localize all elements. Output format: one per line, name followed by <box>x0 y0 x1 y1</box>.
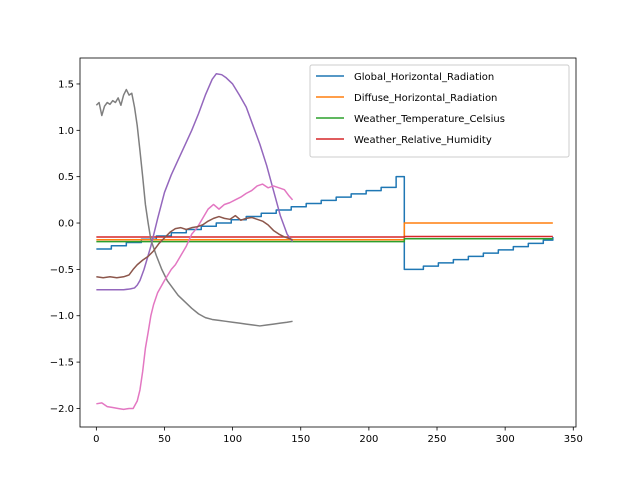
x-tick-label: 350 <box>564 434 583 445</box>
y-tick-label: −0.5 <box>50 265 74 276</box>
legend-label: Weather_Relative_Humidity <box>354 135 492 146</box>
x-tick-label: 250 <box>427 434 446 445</box>
series-line-7 <box>96 214 293 279</box>
x-tick-label: 200 <box>359 434 378 445</box>
x-tick-label: 150 <box>291 434 310 445</box>
y-tick-label: 1.0 <box>58 126 74 137</box>
plot-frame <box>79 57 577 428</box>
x-tick-label: 100 <box>223 434 242 445</box>
x-tick-label: 300 <box>496 434 515 445</box>
y-tick-label: −1.5 <box>50 358 74 369</box>
y-tick-label: −2.0 <box>50 404 74 415</box>
x-axis: 0 50 100 150 200 250 300 350 <box>93 427 583 445</box>
series-line-5 <box>95 88 293 327</box>
series-line-0 <box>96 175 554 271</box>
y-tick-label: 1.5 <box>58 79 74 90</box>
series-line-4 <box>96 73 294 291</box>
legend: Global_Horizontal_Radiation Diffuse_Horiz… <box>309 64 570 158</box>
y-tick-label: −1.0 <box>50 311 74 322</box>
legend-label: Diffuse_Horizontal_Radiation <box>354 93 497 104</box>
legend-label: Weather_Temperature_Celsius <box>354 114 505 125</box>
x-tick-label: 50 <box>158 434 171 445</box>
legend-box <box>309 64 570 158</box>
series-line-6 <box>96 183 294 411</box>
y-tick-label: 0.0 <box>58 219 74 230</box>
series-line-1 <box>96 222 553 241</box>
y-tick-label: 0.5 <box>58 172 74 183</box>
series-layer <box>95 73 554 411</box>
series-line-2 <box>96 238 553 243</box>
legend-label: Global_Horizontal_Radiation <box>354 72 494 83</box>
x-tick-label: 0 <box>93 434 99 445</box>
y-axis: −2.0 −1.5 −1.0 −0.5 0.0 0.5 1.0 1.5 <box>50 79 80 415</box>
